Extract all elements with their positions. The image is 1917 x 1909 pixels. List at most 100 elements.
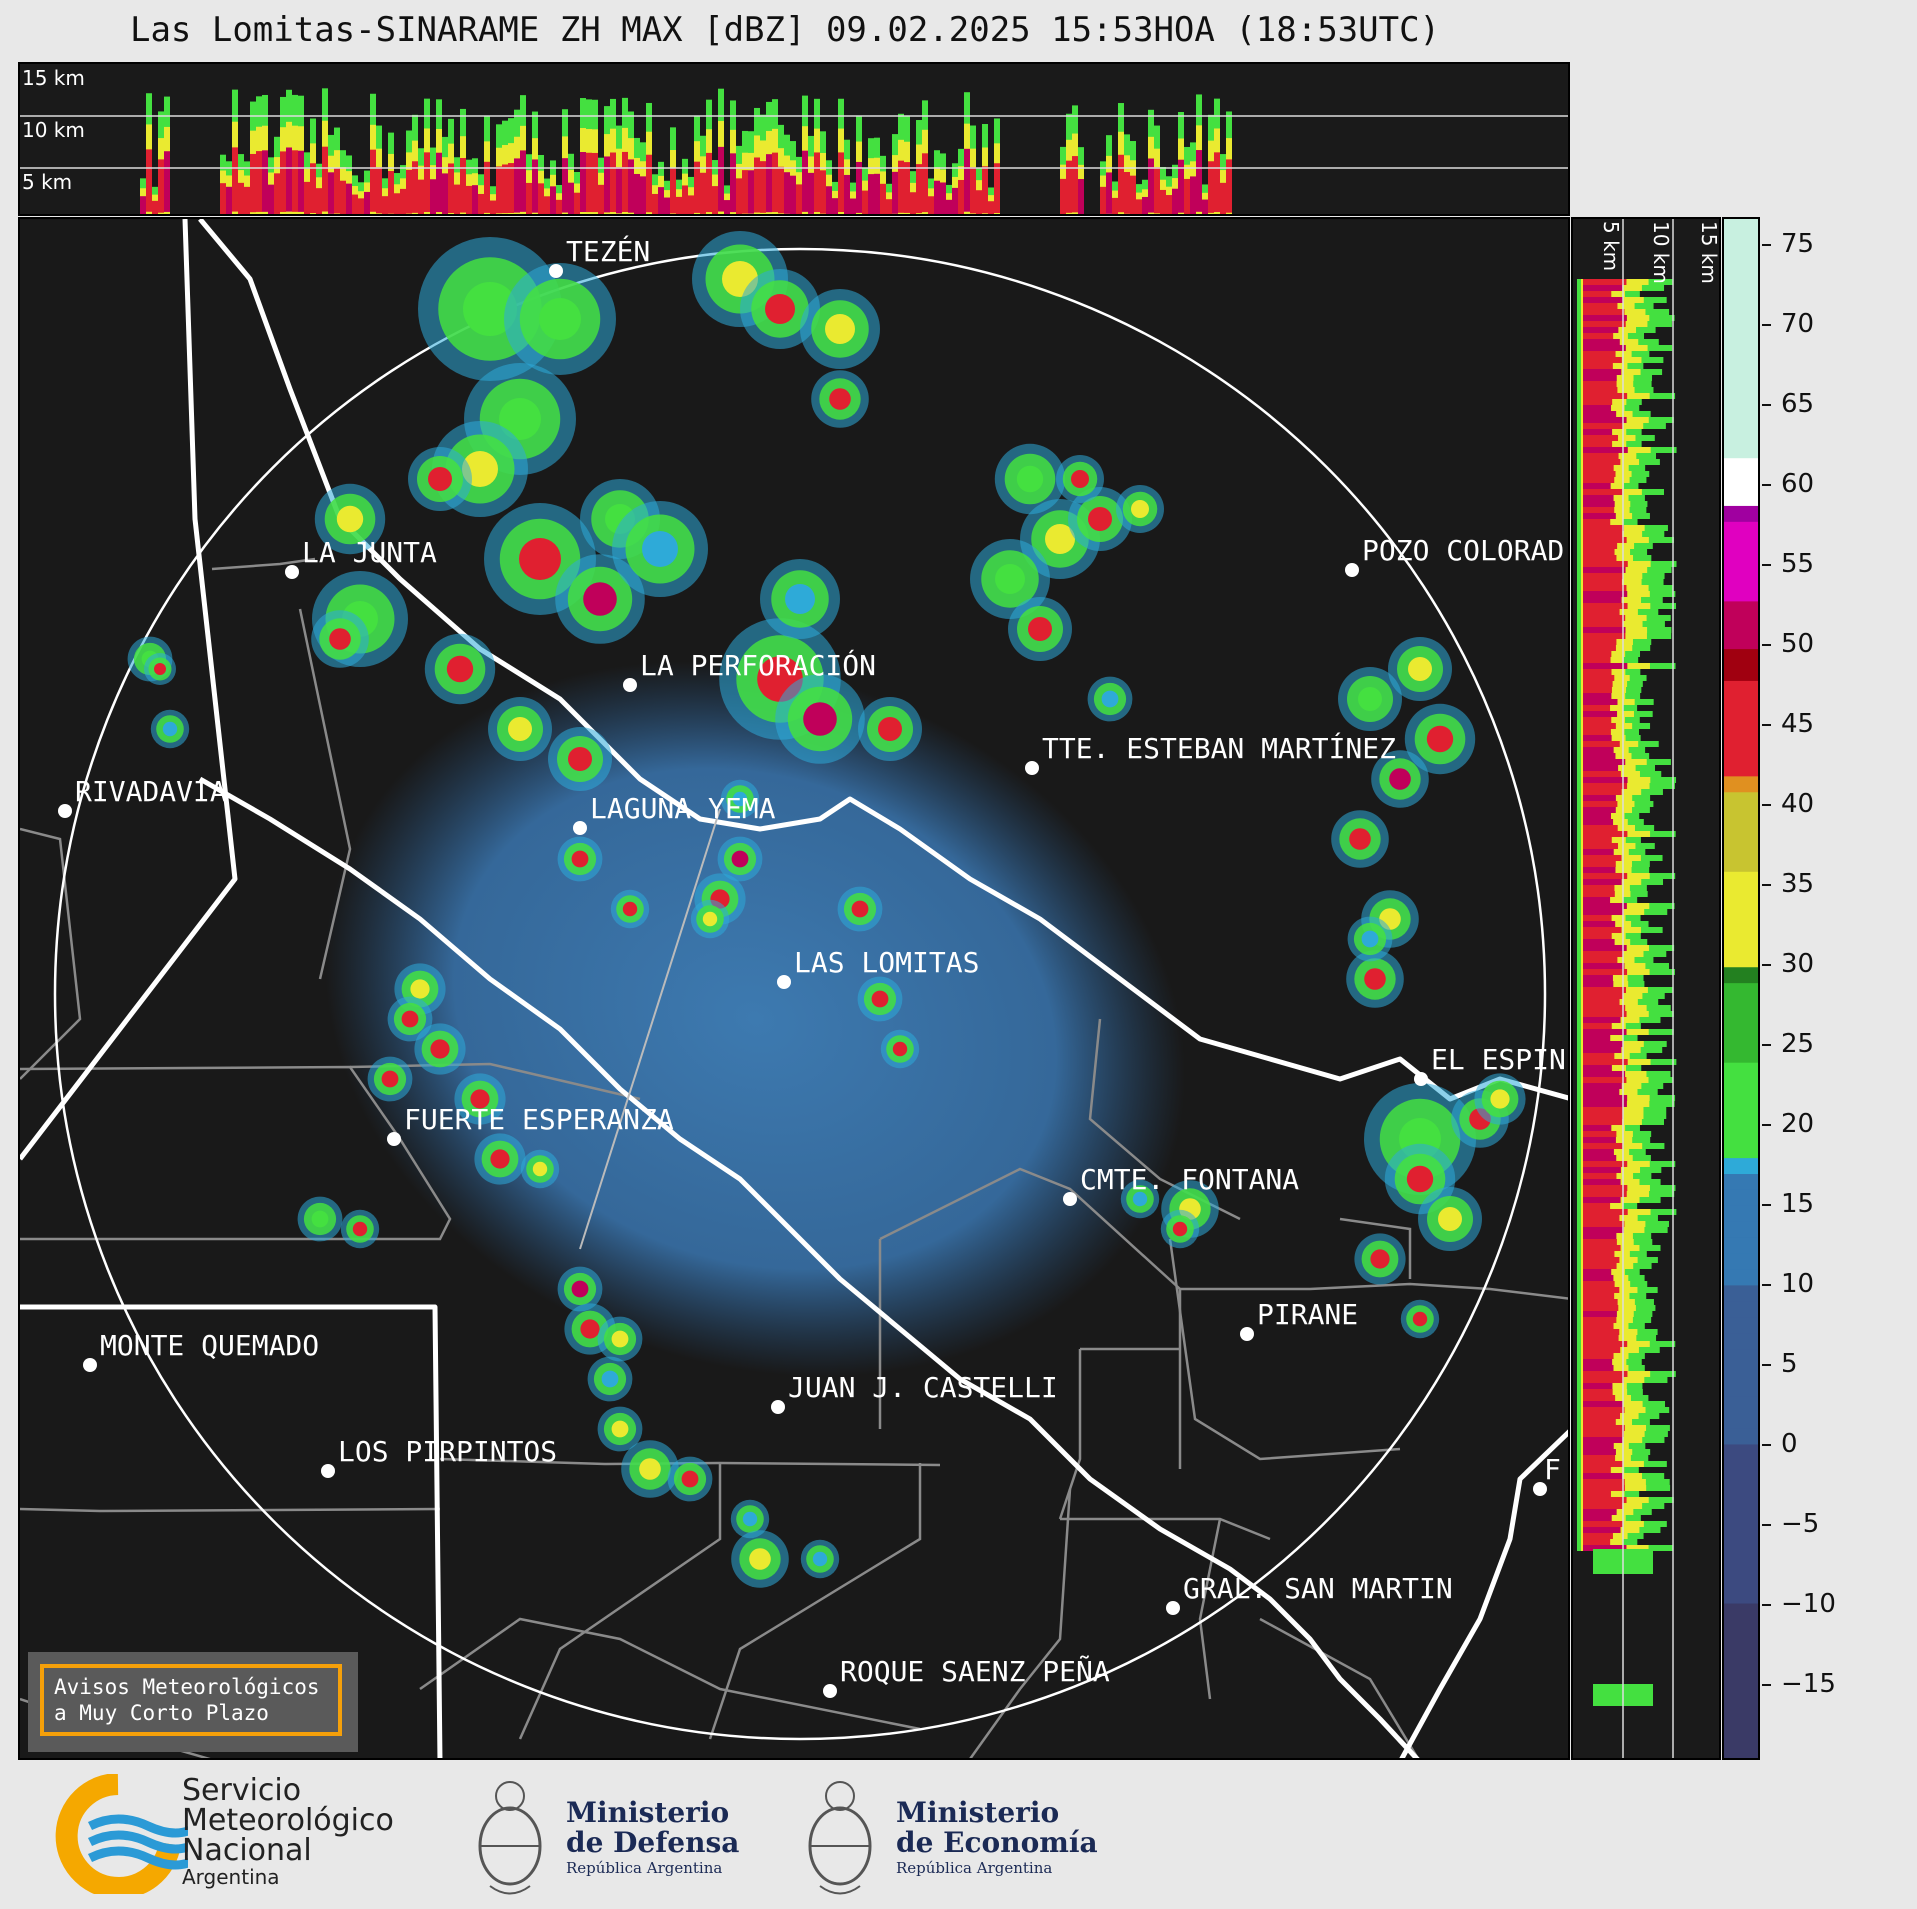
svg-text:GRAL. SAN MARTIN: GRAL. SAN MARTIN	[1183, 1572, 1453, 1605]
storm-cell	[1347, 916, 1393, 962]
storm-cell	[367, 1056, 413, 1102]
colorbar-tick-5: 5	[1762, 1349, 1798, 1379]
storm-cell	[1354, 1233, 1406, 1285]
svg-text:ROQUE SAENZ PEÑA: ROQUE SAENZ PEÑA	[840, 1654, 1110, 1688]
city-las-lomitas: LAS LOMITAS	[777, 946, 979, 989]
storm-cell	[424, 633, 496, 705]
economia-line-3: República Argentina	[896, 1859, 1053, 1877]
radar-range-ring	[53, 247, 1547, 1741]
alert-box[interactable]: Avisos Meteorológicos a Muy Corto Plazo	[28, 1652, 358, 1752]
side-echo-bands	[1577, 279, 1677, 1706]
colorbar-tick-10: 10	[1762, 1269, 1814, 1299]
storm-cell	[484, 503, 596, 615]
economia-line-2: de Economía	[896, 1826, 1098, 1859]
storm-cell	[720, 779, 760, 819]
colorbar-tick-0: 0	[1762, 1429, 1798, 1459]
side-height-label-15: 15 km	[1697, 221, 1721, 284]
svg-text:JUAN J. CASTELLI: JUAN J. CASTELLI	[788, 1371, 1058, 1404]
city-laguna-yema: LAGUNA YEMA	[573, 792, 776, 835]
storm-cell	[597, 1316, 643, 1362]
radar-map-svg: TEZÉN LA JUNTA POZO COLORAD LA PERFORACI…	[20, 219, 1568, 1758]
storm-cell	[1068, 487, 1132, 551]
storm-cell	[520, 1149, 560, 1189]
storm-cell	[314, 483, 386, 555]
storm-cell	[408, 447, 472, 511]
cities-layer: TEZÉN LA JUNTA POZO COLORAD LA PERFORACI…	[58, 234, 1566, 1698]
storm-cell	[811, 370, 869, 428]
svg-text:LA PERFORACIÓN: LA PERFORACIÓN	[640, 648, 876, 682]
defensa-logo-text: Ministerio de Defensa República Argentin…	[566, 1798, 739, 1878]
city-roque-saenz-pena: ROQUE SAENZ PEÑA	[823, 1654, 1110, 1698]
storm-cell	[1008, 597, 1072, 661]
colorbar-tick-60: 60	[1762, 469, 1814, 499]
defensa-line-3: República Argentina	[566, 1859, 723, 1877]
storm-cell	[1116, 485, 1164, 533]
colorbar-tick-75: 75	[1762, 229, 1814, 259]
city-tezen: TEZÉN	[549, 234, 650, 278]
smn-line-2: Meteorológico	[182, 1803, 394, 1838]
storm-cell	[1331, 810, 1389, 868]
storm-cell	[858, 697, 922, 761]
city-pirane: PIRANE	[1240, 1298, 1358, 1341]
svg-text:RIVADAVIA: RIVADAVIA	[75, 775, 227, 808]
city-juan-j-castelli: JUAN J. CASTELLI	[771, 1371, 1058, 1414]
economia-coat-of-arms-icon	[808, 1781, 872, 1895]
storm-cell	[1160, 1209, 1200, 1249]
storm-cell	[667, 1456, 713, 1502]
alert-link[interactable]: Avisos Meteorológicos a Muy Corto Plazo	[40, 1664, 342, 1736]
svg-text:TTE. ESTEBAN MARTÍNEZ: TTE. ESTEBAN MARTÍNEZ	[1042, 731, 1396, 765]
top-height-label-15: 15 km	[22, 66, 85, 90]
storm-cell	[597, 1406, 643, 1452]
storm-cell	[775, 674, 865, 764]
defensa-line-2: de Defensa	[566, 1826, 740, 1859]
storm-cell	[994, 443, 1066, 515]
svg-text:LOS PIRPINTOS: LOS PIRPINTOS	[338, 1435, 557, 1468]
city-cmte-fontana: CMTE. FONTANA	[1063, 1163, 1299, 1206]
top-height-label-10: 10 km	[22, 118, 85, 142]
svg-text:CMTE. FONTANA: CMTE. FONTANA	[1080, 1163, 1299, 1196]
storm-cell	[1056, 455, 1104, 503]
storm-cell	[621, 1440, 679, 1498]
colorbar-tick-40: 40	[1762, 789, 1814, 819]
colorbar-tick-minus10: −10	[1762, 1589, 1836, 1619]
svg-text:POZO COLORAD: POZO COLORAD	[1362, 534, 1564, 567]
storm-cell	[311, 610, 369, 668]
storm-cell	[454, 1073, 506, 1125]
city-el-espinillo: EL ESPIN	[1414, 1043, 1566, 1086]
storm-cell	[731, 1530, 789, 1588]
storm-cell	[557, 836, 603, 882]
city-gral-san-martin: GRAL. SAN MARTIN	[1166, 1572, 1453, 1615]
storm-cell	[760, 559, 840, 639]
defensa-coat-of-arms-icon	[478, 1781, 542, 1895]
storm-cell	[1400, 1299, 1440, 1339]
alert-line-2: a Muy Corto Plazo	[54, 1701, 269, 1725]
smn-logo-icon	[55, 1774, 188, 1894]
storm-cell	[1474, 1073, 1526, 1125]
colorbar-tick-70: 70	[1762, 309, 1814, 339]
storm-cell	[1404, 703, 1476, 775]
svg-text:LA JUNTA: LA JUNTA	[302, 536, 437, 569]
province-boundaries	[20, 219, 1568, 1758]
storm-cell	[387, 996, 433, 1042]
radar-radial	[579, 808, 721, 1250]
svg-text:F: F	[1544, 1453, 1561, 1486]
storm-cell	[414, 1023, 466, 1075]
top-height-label-5: 5 km	[22, 170, 73, 194]
storm-cell	[144, 653, 176, 685]
storm-cell	[1361, 890, 1419, 948]
smn-logo-text: Servicio Meteorológico Nacional Argentin…	[182, 1773, 394, 1889]
storm-cell	[557, 1266, 603, 1312]
city-pozo-colorado: POZO COLORAD	[1345, 534, 1564, 577]
side-height-label-5: 5 km	[1599, 221, 1623, 272]
smn-line-3: Nacional	[182, 1833, 312, 1868]
colorbar-tick-55: 55	[1762, 549, 1814, 579]
smn-line-1: Servicio	[182, 1773, 302, 1808]
colorbar-tick-minus5: −5	[1762, 1509, 1819, 1539]
city-tte-esteban-martinez: TTE. ESTEBAN MARTÍNEZ	[1025, 731, 1396, 775]
colorbar-tick-25: 25	[1762, 1029, 1814, 1059]
svg-text:EL ESPIN: EL ESPIN	[1431, 1043, 1566, 1076]
storm-cell	[837, 886, 883, 932]
top-cross-section-panel: 15 km 10 km 5 km	[18, 62, 1570, 216]
storm-cell	[800, 1539, 840, 1579]
side-height-label-10: 10 km	[1649, 221, 1673, 284]
